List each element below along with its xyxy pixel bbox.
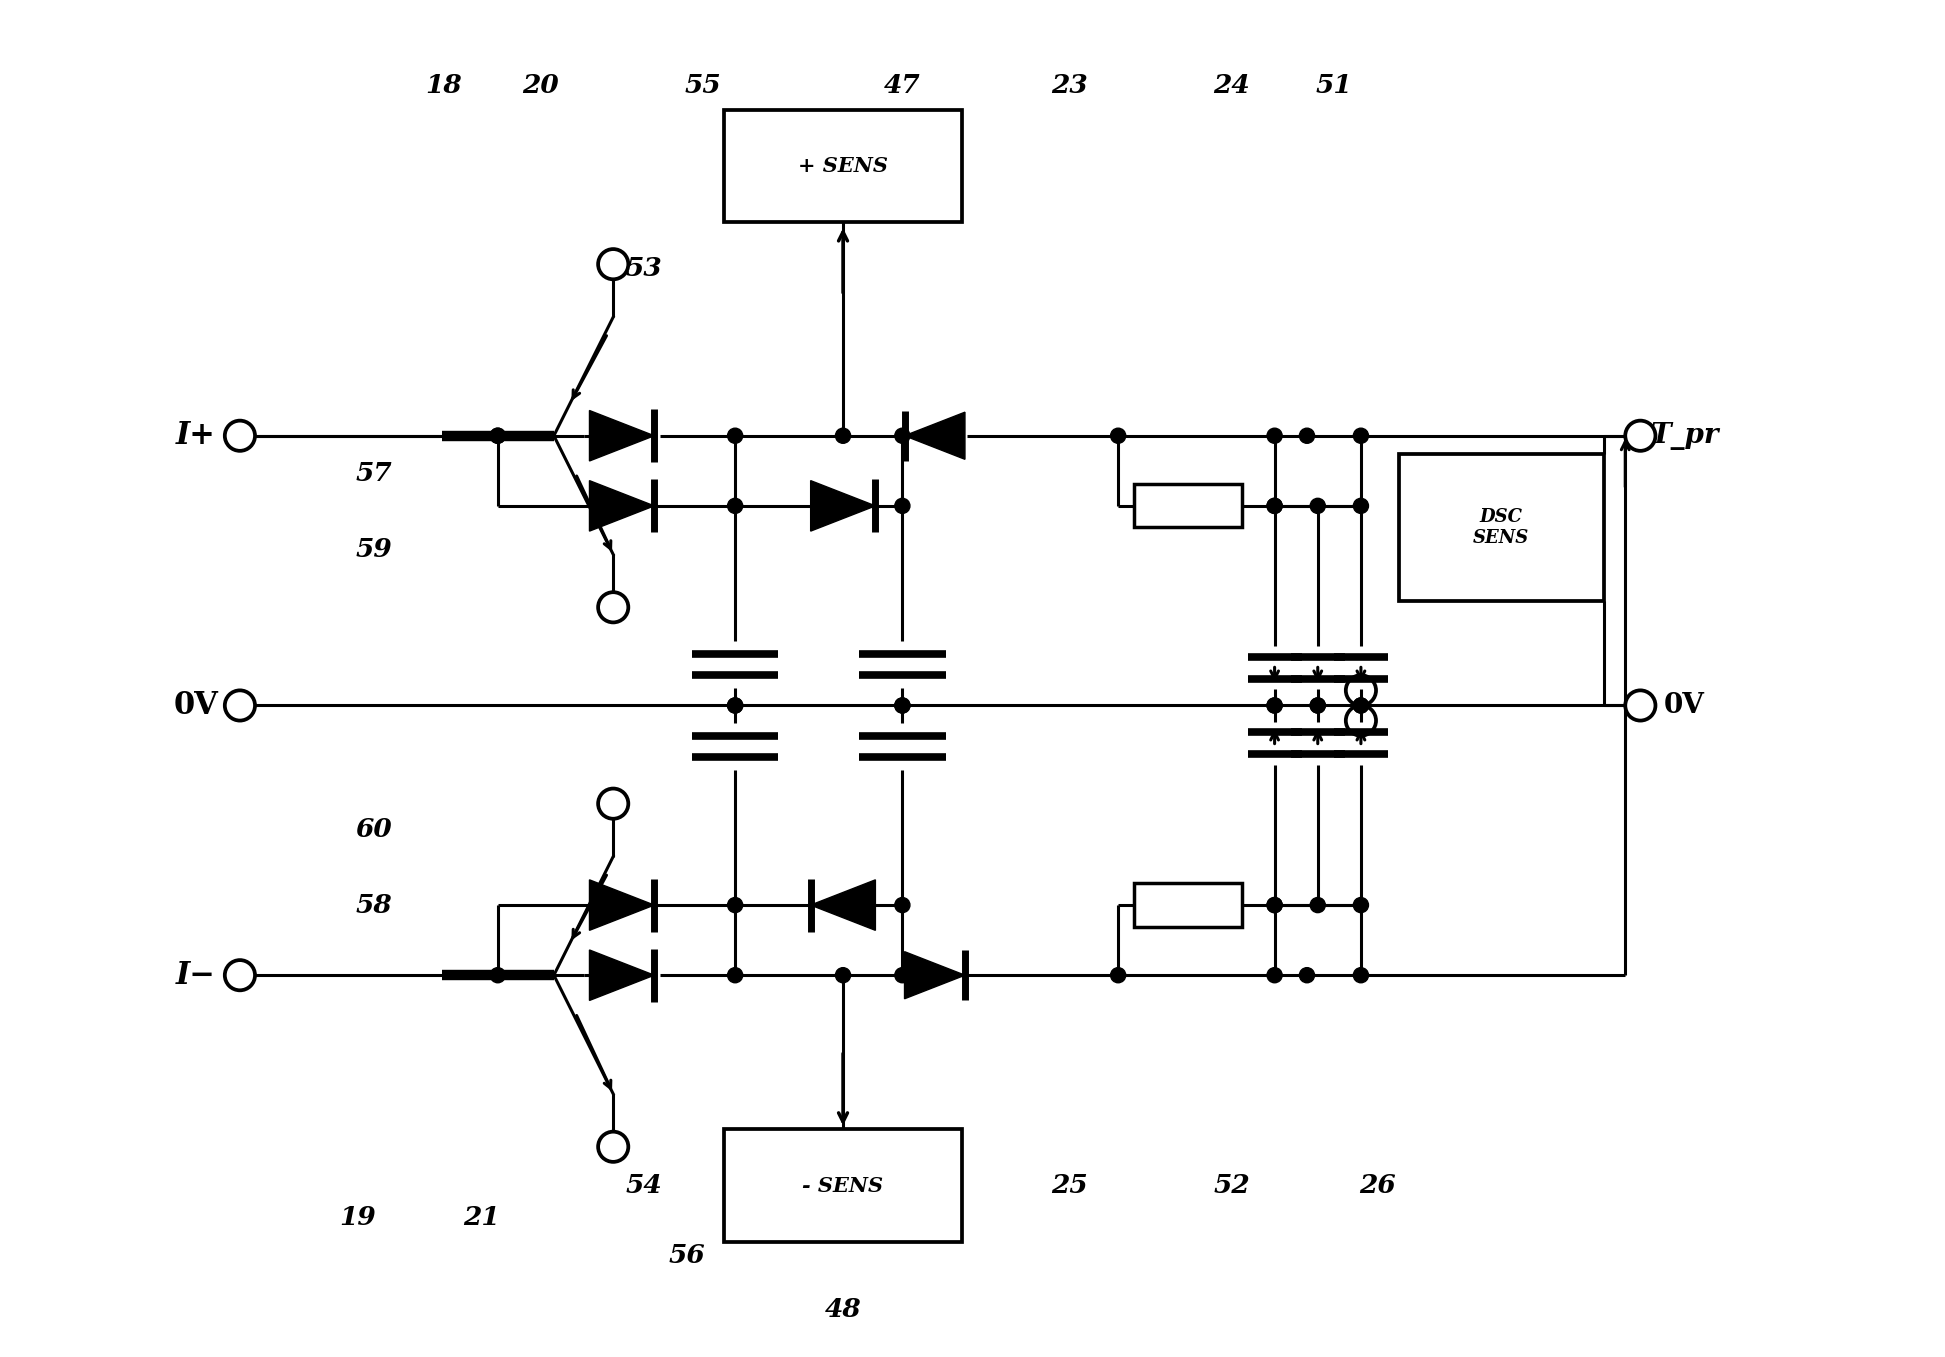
Text: 56: 56 [669, 1243, 704, 1269]
Polygon shape [811, 480, 875, 531]
Text: 53: 53 [624, 256, 661, 281]
Circle shape [1354, 697, 1369, 712]
Circle shape [605, 429, 620, 444]
Circle shape [1299, 968, 1315, 982]
Bar [1398, 455, 1605, 601]
Text: 58: 58 [356, 893, 393, 917]
Circle shape [727, 697, 743, 712]
Text: 57: 57 [356, 461, 393, 486]
Circle shape [1299, 429, 1315, 444]
Circle shape [1354, 968, 1369, 982]
Circle shape [895, 697, 910, 712]
Text: 20: 20 [523, 72, 560, 98]
Text: 48: 48 [825, 1297, 862, 1322]
Circle shape [836, 429, 850, 444]
Polygon shape [589, 950, 654, 1000]
Text: - SENS: - SENS [803, 1175, 883, 1196]
Text: + SENS: + SENS [797, 156, 889, 176]
Text: 52: 52 [1214, 1172, 1251, 1198]
Circle shape [895, 968, 910, 982]
Circle shape [895, 429, 910, 444]
Circle shape [1354, 429, 1369, 444]
Bar [724, 1129, 961, 1242]
Polygon shape [589, 879, 654, 931]
Circle shape [605, 968, 620, 982]
Text: 23: 23 [1050, 72, 1087, 98]
Circle shape [727, 697, 743, 712]
Circle shape [1111, 429, 1126, 444]
Circle shape [1266, 968, 1282, 982]
Circle shape [490, 429, 506, 444]
Circle shape [1354, 897, 1369, 913]
Circle shape [1311, 498, 1325, 513]
Text: 51: 51 [1315, 72, 1352, 98]
Circle shape [1311, 697, 1325, 712]
Text: 47: 47 [883, 72, 920, 98]
Polygon shape [811, 879, 875, 931]
Circle shape [1266, 498, 1282, 513]
Text: 26: 26 [1360, 1172, 1395, 1198]
Circle shape [895, 897, 910, 913]
Circle shape [1266, 897, 1282, 913]
Circle shape [1266, 897, 1282, 913]
Circle shape [895, 697, 910, 712]
Bar [1134, 484, 1243, 528]
Circle shape [1266, 429, 1282, 444]
Circle shape [1354, 498, 1369, 513]
Text: 19: 19 [338, 1205, 375, 1231]
Text: 59: 59 [356, 536, 393, 562]
Circle shape [727, 429, 743, 444]
Text: DSC
SENS: DSC SENS [1472, 508, 1529, 547]
Polygon shape [589, 411, 654, 461]
Circle shape [727, 968, 743, 982]
Circle shape [727, 897, 743, 913]
Text: I+: I+ [175, 421, 216, 452]
Text: I−: I− [175, 959, 216, 991]
Text: T_pr: T_pr [1651, 422, 1719, 449]
Circle shape [1266, 697, 1282, 712]
Circle shape [1266, 498, 1282, 513]
Circle shape [490, 968, 506, 982]
Polygon shape [589, 480, 654, 531]
Circle shape [895, 498, 910, 513]
Circle shape [490, 429, 506, 444]
Text: 0V: 0V [173, 689, 218, 721]
Circle shape [1354, 697, 1369, 712]
Text: 60: 60 [356, 817, 393, 843]
Text: 25: 25 [1050, 1172, 1087, 1198]
Circle shape [1266, 697, 1282, 712]
Circle shape [1311, 897, 1325, 913]
Bar [1134, 883, 1243, 927]
Polygon shape [904, 413, 965, 459]
Text: 55: 55 [685, 72, 722, 98]
Circle shape [727, 498, 743, 513]
Text: 54: 54 [624, 1172, 661, 1198]
Circle shape [1111, 968, 1126, 982]
Text: 21: 21 [463, 1205, 500, 1231]
Text: 18: 18 [426, 72, 463, 98]
Text: 24: 24 [1214, 72, 1251, 98]
Text: 0V: 0V [1665, 692, 1706, 719]
Circle shape [1311, 697, 1325, 712]
Polygon shape [904, 951, 965, 999]
Bar [724, 110, 961, 223]
Circle shape [836, 968, 850, 982]
